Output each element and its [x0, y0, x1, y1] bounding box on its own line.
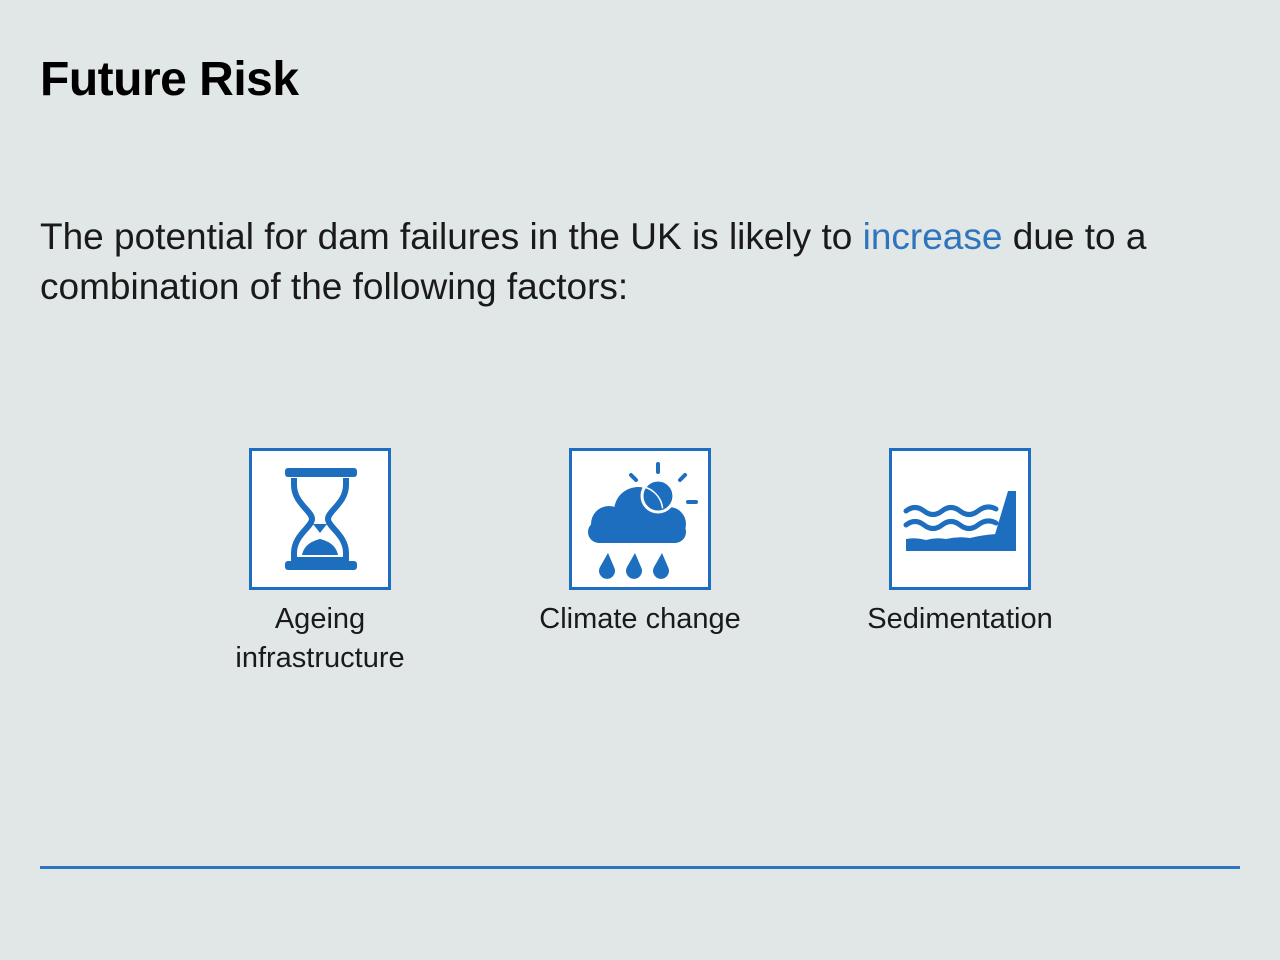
footer-divider: [40, 866, 1240, 869]
dam-sediment-icon: [889, 448, 1031, 590]
intro-text: The potential for dam failures in the UK…: [40, 212, 1250, 312]
intro-text-end: due to a combination of the following fa…: [40, 216, 1147, 307]
factor-climate-change: Climate change: [520, 448, 760, 639]
slide-title: Future Risk: [40, 53, 299, 106]
factor-ageing-infrastructure: Ageing infrastructure: [200, 448, 440, 678]
hourglass-icon: [249, 448, 391, 590]
factor-label: Sedimentation: [867, 603, 1053, 635]
sun-cloud-rain-icon: [569, 448, 711, 590]
factor-label: Climate change: [539, 603, 741, 635]
factor-label: Ageing infrastructure: [235, 603, 405, 674]
intro-text-start: The potential for dam failures in the UK…: [40, 216, 863, 257]
factor-sedimentation: Sedimentation: [840, 448, 1080, 639]
intro-highlight-word: increase: [862, 216, 1003, 257]
